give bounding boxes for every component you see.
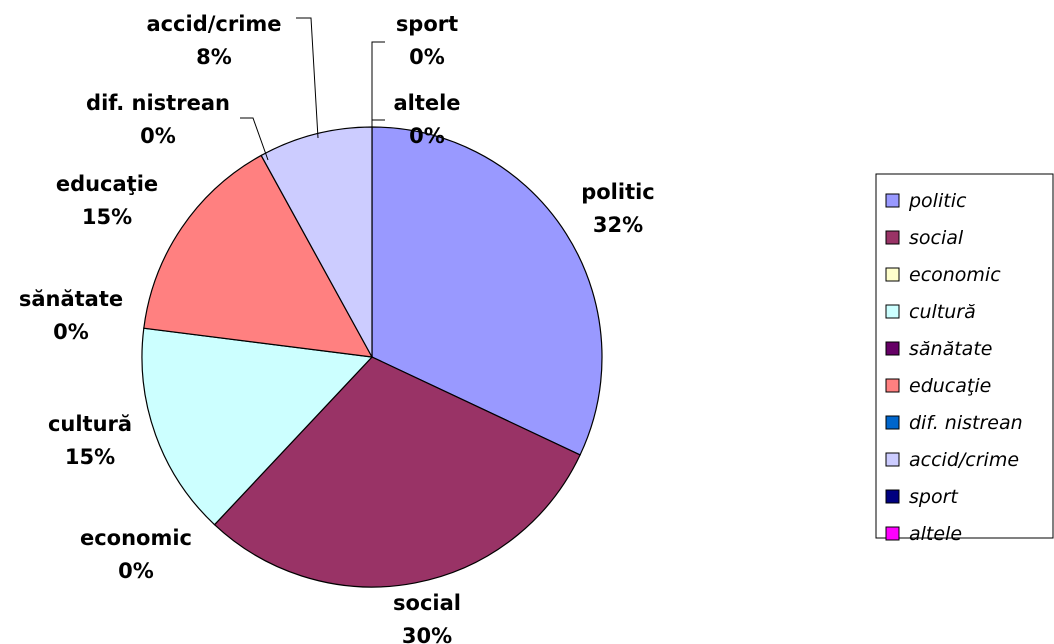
pie-slices — [141, 126, 603, 588]
legend: politic social economic cultură sănătate educ… — [875, 173, 1054, 545]
slice-labels: politic 32% social 30% economic 0% cultură 15% s… — [19, 12, 655, 644]
legend-box — [875, 173, 1054, 539]
leader-line-sport — [371, 41, 385, 127]
slice-percent-politic: 32% — [593, 213, 643, 237]
legend-swatch-dif-nistrean — [885, 415, 900, 430]
legend-label-politic: politic — [908, 190, 967, 212]
slice-label-social: social — [393, 591, 461, 615]
slice-label-dif-nistrean: dif. nistrean — [86, 91, 230, 115]
slice-label-altele: altele — [393, 91, 460, 115]
slice-politic — [371, 126, 603, 456]
legend-label-altele: altele — [909, 523, 962, 545]
legend-swatch-accid-crime — [885, 452, 900, 467]
legend-label-accid-crime: accid/crime — [909, 449, 1019, 471]
slice-social — [213, 356, 581, 588]
legend-swatch-politic — [885, 193, 900, 208]
leader-line-altele — [371, 119, 385, 127]
leader-line-dif-nistrean — [240, 117, 269, 161]
legend-label-educaţie: educaţie — [909, 375, 991, 397]
leader-lines — [240, 17, 385, 161]
slice-percent-accid-crime: 8% — [196, 45, 232, 69]
slice-percent-cultură: 15% — [65, 445, 115, 469]
slice-cultură — [141, 327, 374, 526]
slice-educaţie — [143, 154, 374, 358]
legend-swatch-economic — [885, 267, 900, 282]
legend-label-cultură: cultură — [909, 301, 976, 323]
legend-label-social: social — [909, 227, 964, 249]
legend-swatch-sport — [885, 489, 900, 504]
slice-percent-educaţie: 15% — [82, 205, 132, 229]
slice-percent-sport: 0% — [409, 45, 445, 69]
legend-label-dif-nistrean: dif. nistrean — [909, 412, 1023, 434]
legend-swatch-social — [885, 230, 900, 245]
slice-percent-dif-nistrean: 0% — [140, 124, 176, 148]
slice-label-economic: economic — [80, 526, 192, 550]
slice-label-sport: sport — [396, 12, 458, 36]
legend-label-economic: economic — [909, 264, 1001, 286]
legend-label-sport: sport — [909, 486, 959, 508]
legend-label-sănătate: sănătate — [909, 338, 992, 360]
legend-swatch-sănătate — [885, 341, 900, 356]
slice-percent-economic: 0% — [118, 559, 154, 583]
legend-swatch-cultură — [885, 304, 900, 319]
slice-label-educaţie: educaţie — [56, 172, 158, 196]
legend-swatch-educaţie — [885, 378, 900, 393]
slice-label-accid-crime: accid/crime — [146, 12, 281, 36]
slice-label-cultură: cultură — [48, 412, 132, 436]
slice-percent-sănătate: 0% — [53, 320, 89, 344]
slice-percent-social: 30% — [402, 624, 452, 644]
slice-label-politic: politic — [581, 180, 655, 204]
slice-accid-crime — [260, 126, 373, 358]
legend-swatch-altele — [885, 526, 900, 541]
leader-line-accid-crime — [296, 17, 319, 139]
slice-percent-altele: 0% — [409, 124, 445, 148]
slice-label-sănătate: sănătate — [19, 287, 123, 311]
